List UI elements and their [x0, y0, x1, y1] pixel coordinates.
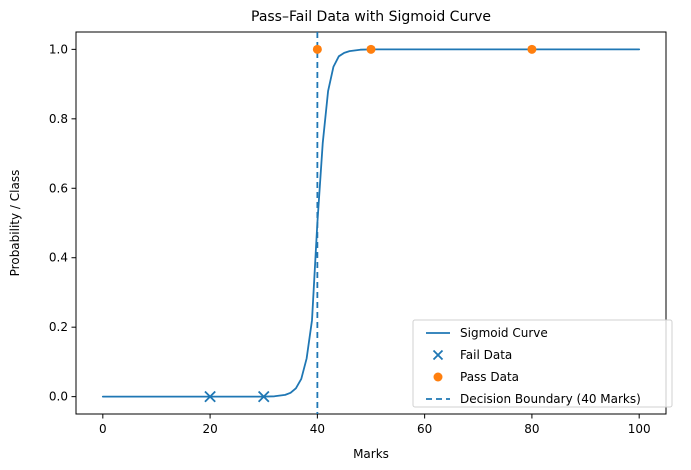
legend-label-pass: Pass Data	[460, 370, 519, 384]
chart-title: Pass–Fail Data with Sigmoid Curve	[251, 9, 491, 25]
y-tick-label: 0.8	[49, 112, 68, 126]
x-tick-label: 20	[202, 422, 217, 436]
legend-item-fail: Fail Data	[432, 348, 512, 362]
legend-label-boundary: Decision Boundary (40 Marks)	[460, 392, 641, 406]
pass-data-point	[312, 44, 322, 54]
legend-pass-circle-icon	[433, 372, 443, 382]
y-tick-label: 0.2	[49, 320, 68, 334]
fail-data-point	[257, 390, 270, 403]
legend: Sigmoid Curve Fail Data Pass Data Decisi…	[412, 319, 673, 408]
y-tick-label: 0.6	[49, 181, 68, 195]
x-tick-label: 80	[524, 422, 539, 436]
legend-box	[412, 319, 673, 408]
legend-item-boundary: Decision Boundary (40 Marks)	[426, 392, 641, 406]
plot-frame	[75, 31, 667, 415]
legend-label-fail: Fail Data	[460, 348, 512, 362]
legend-label-sigmoid: Sigmoid Curve	[460, 326, 548, 340]
legend-fail-x-icon	[432, 349, 444, 361]
x-axis-label: Marks	[353, 447, 389, 461]
y-axis-label: Probability / Class	[8, 170, 22, 277]
x-tick-label: 100	[628, 422, 651, 436]
pass-data-point	[527, 44, 537, 54]
legend-item-sigmoid: Sigmoid Curve	[426, 326, 548, 340]
y-tick-label: 1.0	[49, 42, 68, 56]
x-tick-label: 40	[310, 422, 325, 436]
legend-item-pass: Pass Data	[433, 370, 519, 384]
fail-data-point	[204, 390, 216, 403]
y-tick-label: 0.0	[49, 390, 68, 404]
plot-area: 0 20 40 60 80 100 0.0 0.2 0.4 0.6 0.8 1.0	[49, 31, 667, 436]
pass-data-point	[366, 44, 376, 54]
x-tick-label: 0	[99, 422, 107, 436]
y-tick-label: 0.4	[49, 251, 68, 265]
x-tick-label: 60	[417, 422, 432, 436]
